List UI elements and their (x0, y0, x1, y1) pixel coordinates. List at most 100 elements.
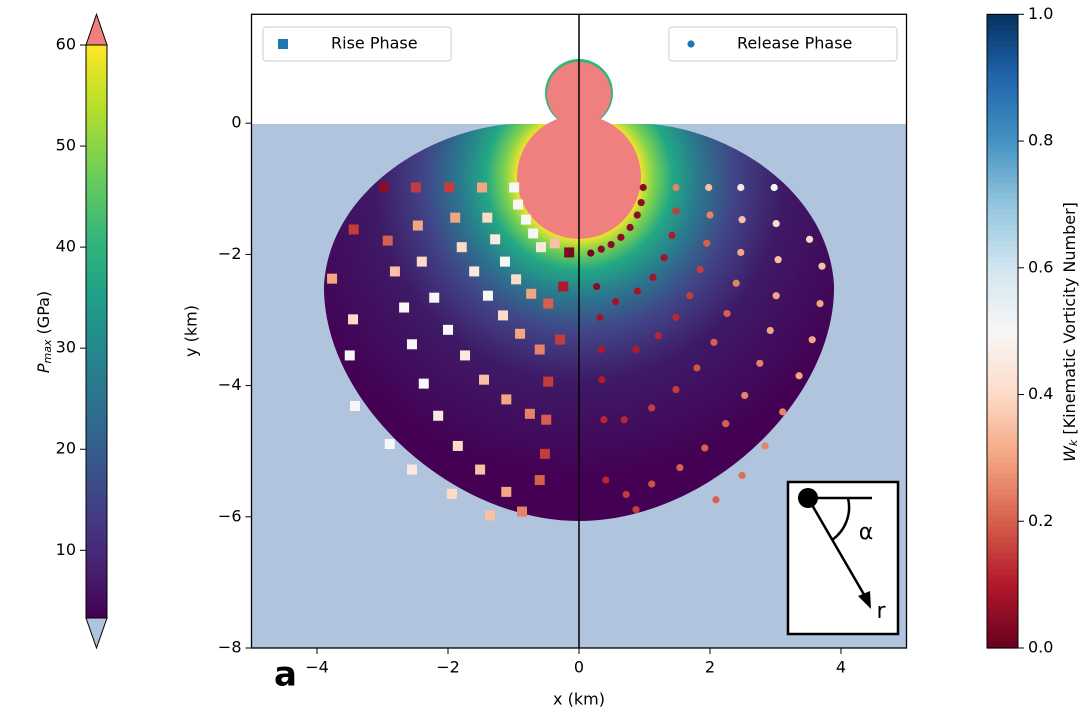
field-colorbar-step (86, 173, 107, 180)
colorbar-step (987, 484, 1018, 491)
rise-point (406, 464, 417, 475)
y-tick-label: −2 (218, 244, 242, 263)
colorbar-step (987, 579, 1018, 586)
colorbar-step (987, 595, 1018, 602)
colorbar-step (987, 637, 1018, 644)
field-colorbar-step (86, 336, 107, 342)
rise-point (517, 506, 528, 517)
field-colorbar-step (86, 102, 107, 108)
field-colorbar-frame (85, 44, 108, 619)
field-colorbar-step (86, 555, 107, 562)
field-colorbar-step (86, 49, 107, 56)
field-colorbar-step (86, 73, 107, 80)
rise-point (452, 440, 463, 451)
release-point (596, 313, 604, 321)
field-colorbar-step (86, 498, 107, 504)
colorbar-tick-label: 0.0 (1028, 638, 1053, 657)
release-point (598, 376, 606, 384)
field-colorbar-step (86, 379, 107, 385)
legend-label: Rise Phase (331, 34, 418, 53)
release-point (818, 262, 826, 270)
colorbar-step (987, 30, 1018, 37)
field-colorbar-step (86, 126, 107, 132)
x-tick-label: 2 (705, 658, 715, 677)
field-colorbar-step (86, 283, 107, 290)
field-colorbar-step (86, 193, 107, 199)
field-colorbar-step (86, 321, 107, 328)
field-colorbar-step (86, 317, 107, 323)
rise-point (543, 298, 554, 309)
field-colorbar-step (86, 517, 107, 524)
release-point (756, 359, 764, 367)
colorbar-step (987, 19, 1018, 26)
release-point (774, 256, 782, 264)
field-colorbar-step (86, 508, 107, 514)
colorbar-step (987, 199, 1018, 206)
colorbar-step (987, 442, 1018, 448)
field-colorbar-step (86, 417, 107, 423)
colorbar-step (987, 473, 1018, 480)
y-axis-label: y (km) (182, 305, 201, 357)
colorbar-step (987, 331, 1018, 338)
release-point (654, 332, 662, 340)
release-point (587, 249, 595, 257)
field-colorbar-step (86, 154, 107, 161)
colorbar-step (987, 104, 1018, 110)
field-colorbar-step (86, 269, 107, 275)
colorbar-step (987, 626, 1018, 633)
colorbar-step (987, 526, 1018, 533)
release-point (805, 235, 814, 243)
rise-point (501, 394, 512, 405)
rise-point (534, 475, 545, 486)
release-point (602, 476, 610, 484)
colorbar-step (987, 151, 1018, 158)
colorbar-step (987, 542, 1018, 549)
field-colorbar-step (86, 178, 107, 185)
release-point (686, 292, 694, 300)
colorbar-step (987, 605, 1018, 612)
colorbar-step (987, 220, 1018, 227)
release-point (632, 505, 640, 514)
rise-point (469, 266, 480, 277)
field-colorbar-step (86, 64, 107, 70)
colorbar-step (987, 35, 1018, 42)
field-colorbar-step (86, 412, 107, 419)
rise-point (536, 242, 547, 253)
field-colorbar-step (86, 369, 107, 376)
x-tick-label: 4 (836, 658, 846, 677)
rise-point (348, 224, 359, 235)
field-colorbar-step (86, 388, 107, 395)
colorbar-step (987, 373, 1018, 380)
field-colorbar-step (86, 527, 107, 533)
field-colorbar-step (86, 594, 107, 600)
field-colorbar-step (86, 575, 107, 581)
field-colorbar-step (86, 493, 107, 500)
colorbar-step (987, 77, 1018, 84)
colorbar-step (987, 362, 1018, 369)
colorbar-step (987, 183, 1018, 190)
extend-min (85, 617, 108, 650)
field-colorbar-step (86, 436, 107, 442)
release-point (672, 313, 680, 321)
release-point (710, 338, 718, 346)
release-point (639, 183, 647, 192)
colorbar-step (987, 552, 1018, 559)
colorbar-step (987, 447, 1018, 454)
field-colorbar-step (86, 169, 107, 175)
field-colorbar-step (86, 374, 107, 380)
rise-point (498, 310, 509, 321)
field-colorbar-step (86, 393, 107, 399)
release-point (712, 496, 720, 504)
field-colorbar-step (86, 59, 107, 65)
field-colorbar-step (86, 398, 107, 404)
release-point (672, 385, 680, 394)
y-tick-label: 0 (231, 113, 241, 132)
release-point (607, 240, 615, 249)
field-colorbar-step (86, 403, 107, 409)
colorbar-step (987, 40, 1018, 47)
inset-radius: r (876, 599, 886, 624)
rise-point (479, 374, 490, 385)
colorbar-step (987, 357, 1018, 364)
colorbar-step (987, 563, 1018, 570)
field-colorbar-step (86, 341, 107, 347)
